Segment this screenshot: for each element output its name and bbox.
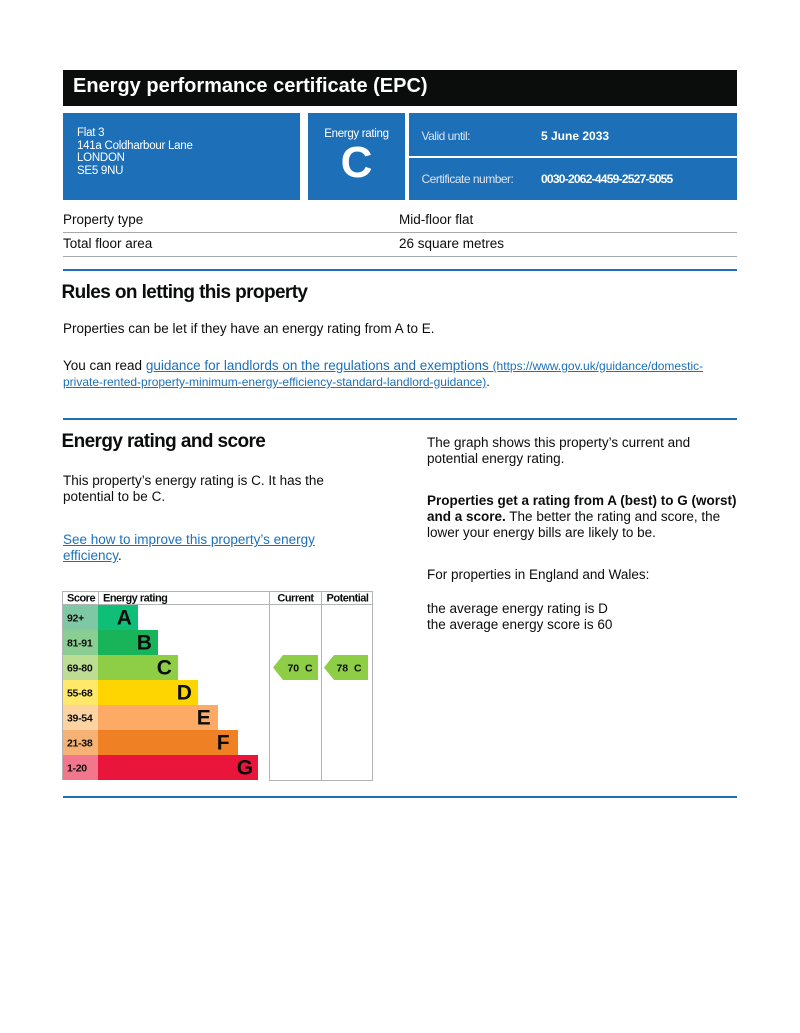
svg-text:69-80: 69-80 [67,663,93,675]
svg-text:Potential: Potential [327,593,369,605]
svg-text:F: F [217,732,230,755]
svg-text:70 C: 70 C [287,663,313,675]
svg-text:Score: Score [67,593,95,605]
svg-text:Current: Current [277,593,314,605]
svg-text:81-91: 81-91 [67,638,93,650]
svg-text:E: E [197,707,211,730]
svg-text:A: A [117,607,132,630]
svg-text:39-54: 39-54 [67,713,93,725]
svg-text:21-38: 21-38 [67,738,93,750]
svg-text:B: B [137,632,152,655]
svg-text:55-68: 55-68 [67,688,93,700]
svg-text:92+: 92+ [67,613,84,625]
svg-text:78 C: 78 C [336,663,362,675]
svg-text:G: G [237,757,253,780]
svg-text:1-20: 1-20 [67,763,87,775]
svg-text:Energy rating: Energy rating [103,593,167,605]
svg-text:D: D [177,682,192,705]
svg-text:C: C [157,657,172,680]
